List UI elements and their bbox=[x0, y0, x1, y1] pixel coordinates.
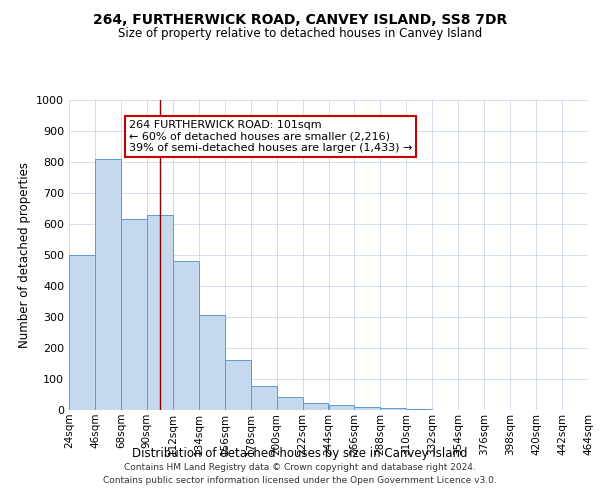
Text: 264, FURTHERWICK ROAD, CANVEY ISLAND, SS8 7DR: 264, FURTHERWICK ROAD, CANVEY ISLAND, SS… bbox=[93, 12, 507, 26]
Bar bbox=[355, 407, 380, 410]
Bar bbox=[173, 261, 199, 410]
Bar bbox=[121, 220, 147, 410]
Text: 264 FURTHERWICK ROAD: 101sqm
← 60% of detached houses are smaller (2,216)
39% of: 264 FURTHERWICK ROAD: 101sqm ← 60% of de… bbox=[128, 120, 412, 154]
Bar bbox=[69, 255, 95, 410]
Bar bbox=[147, 214, 173, 410]
Bar bbox=[302, 403, 329, 410]
Text: Distribution of detached houses by size in Canvey Island: Distribution of detached houses by size … bbox=[132, 448, 468, 460]
Bar bbox=[251, 386, 277, 410]
Y-axis label: Number of detached properties: Number of detached properties bbox=[17, 162, 31, 348]
Bar bbox=[95, 159, 121, 410]
Bar bbox=[199, 314, 224, 410]
Bar bbox=[380, 408, 406, 410]
Text: Size of property relative to detached houses in Canvey Island: Size of property relative to detached ho… bbox=[118, 28, 482, 40]
Bar bbox=[329, 406, 355, 410]
Text: Contains HM Land Registry data © Crown copyright and database right 2024.
Contai: Contains HM Land Registry data © Crown c… bbox=[103, 464, 497, 485]
Bar bbox=[277, 397, 302, 410]
Bar bbox=[224, 360, 251, 410]
